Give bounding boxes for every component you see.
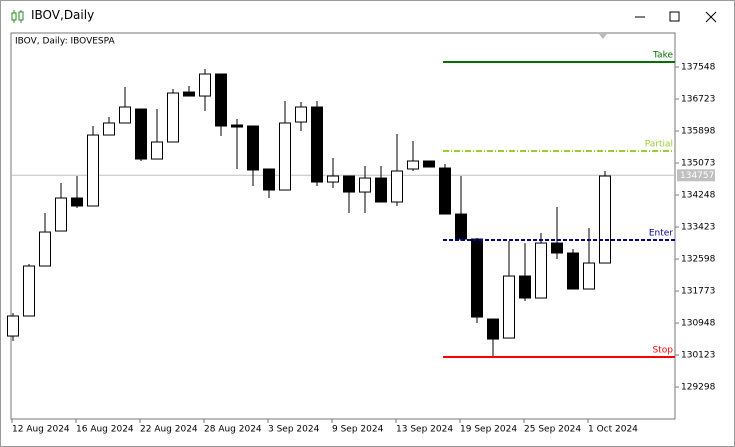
x-tick-label: 3 Sep 2024 [268, 425, 320, 435]
y-tick-label: 130948 [681, 319, 716, 329]
y-tick-label: 133423 [681, 223, 715, 233]
candle-body [247, 125, 259, 171]
candle-body [87, 134, 99, 207]
y-tick-label: 136723 [681, 95, 715, 105]
level-label: Take [652, 51, 673, 61]
y-tick-label: 137548 [681, 63, 716, 73]
candle-body [327, 175, 339, 183]
candle-body [135, 108, 147, 160]
candle-body [151, 141, 163, 160]
level-label: Enter [649, 229, 673, 239]
candle-body [295, 106, 307, 123]
plot-frame [10, 32, 676, 420]
candle-body [23, 265, 35, 317]
candle-body [487, 318, 499, 340]
candle-body [183, 91, 195, 97]
window-title: IBOV,Daily [31, 8, 95, 22]
candle-body [311, 106, 323, 183]
candle-body [231, 124, 243, 128]
y-tick-label: 135898 [681, 127, 716, 137]
app-icon [11, 10, 24, 23]
y-tick-label: 135073 [681, 159, 715, 169]
x-tick-label: 19 Sep 2024 [460, 425, 517, 435]
candle-body [119, 106, 131, 124]
y-tick-label: 131773 [681, 287, 715, 297]
candle-body [359, 177, 371, 193]
candle-body [103, 122, 115, 136]
candle-body [583, 262, 595, 290]
candle-body [503, 275, 515, 339]
candle-body [71, 197, 83, 207]
scroll-marker [599, 34, 607, 39]
chart: IBOV, Daily: IBOVESPA 129298 130123 130948… [7, 32, 716, 435]
candle-body [535, 242, 547, 299]
close-button[interactable] [705, 11, 717, 23]
y-tick-label: 129298 [681, 383, 716, 393]
x-tick-label: 13 Sep 2024 [396, 425, 453, 435]
y-tick-label: 134248 [681, 191, 716, 201]
chart-label: IBOV, Daily: IBOVESPA [15, 37, 115, 47]
candle-body [471, 238, 483, 318]
candle-body [455, 213, 467, 240]
candle-body [599, 175, 611, 264]
x-tick-label: 16 Aug 2024 [76, 425, 134, 435]
candle-body [375, 177, 387, 203]
title-bar: IBOV,Daily [1, 1, 734, 32]
candle-body [519, 275, 531, 299]
candle-body [407, 160, 419, 170]
x-tick-label: 9 Sep 2024 [332, 425, 384, 435]
candle-body [439, 167, 451, 215]
candle-body [215, 73, 227, 127]
candle-body [167, 92, 179, 143]
x-tick-label: 28 Aug 2024 [204, 425, 262, 435]
last-price-label: 134757 [680, 171, 714, 181]
candle-body [7, 315, 19, 337]
last-price-box [677, 169, 715, 182]
candle-body [343, 175, 355, 193]
x-tick-label: 25 Sep 2024 [524, 425, 581, 435]
level-label: Partial [645, 140, 673, 150]
maximize-button[interactable] [669, 11, 680, 22]
y-tick-label: 132598 [681, 255, 716, 265]
candle-body [279, 122, 291, 191]
candle-body [391, 170, 403, 203]
level-label: Stop [653, 346, 674, 356]
candle-body [263, 168, 275, 191]
candle-body [199, 73, 211, 97]
y-tick-label: 130123 [681, 351, 715, 361]
x-tick-label: 12 Aug 2024 [12, 425, 70, 435]
candle-body [55, 197, 67, 232]
candle-body [551, 242, 563, 254]
x-tick-label: 22 Aug 2024 [140, 425, 198, 435]
candle-body [423, 160, 435, 168]
candle-body [567, 252, 579, 290]
window-controls [635, 11, 717, 23]
candle-body [39, 231, 51, 267]
x-tick-label: 1 Oct 2024 [588, 425, 638, 435]
